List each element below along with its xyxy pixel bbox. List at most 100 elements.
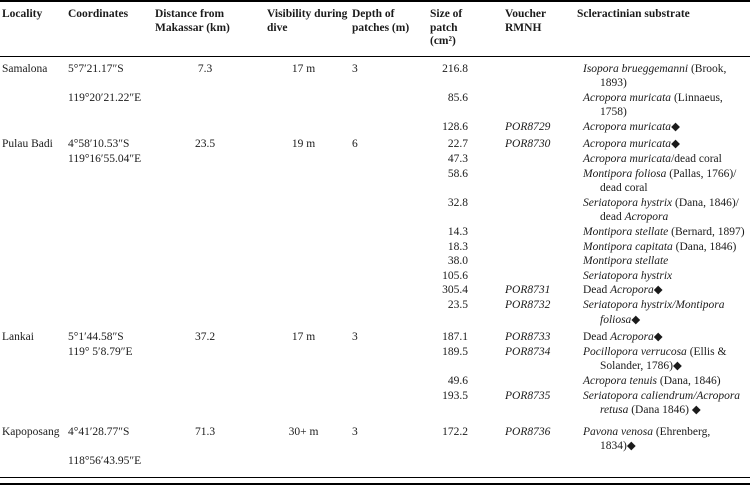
cell-visibility [255, 454, 352, 469]
authority-text: ◆ [653, 331, 663, 344]
cell-depth [352, 120, 430, 135]
cell-coordinates [68, 167, 155, 196]
cell-voucher: POR8734 [505, 345, 551, 358]
cell-depth [352, 298, 430, 327]
cell-voucher: POR8730 [505, 138, 551, 151]
cell-coordinates: 119°16′55.04″E [68, 153, 142, 166]
cell-locality [2, 269, 68, 284]
cell-coordinates [68, 389, 155, 418]
cell-depth [352, 167, 430, 196]
cell-visibility [255, 240, 352, 255]
cell-locality [2, 374, 68, 389]
authority-text: ◆ [631, 313, 641, 326]
cell-locality: Pulau Badi [2, 138, 53, 151]
authority-text: ◆ [671, 138, 680, 151]
cell-depth: 3 [352, 425, 358, 438]
table-row: 23.5 POR8732 Seriatopora hystrix/​Montipor… [0, 298, 750, 327]
cell-locality [2, 120, 68, 135]
cell-distance [155, 196, 255, 225]
species-name: Acropora muricata [583, 91, 672, 104]
cell-locality [2, 240, 68, 255]
cell-distance: 71.3 [194, 425, 216, 438]
cell-depth [352, 374, 430, 389]
cell-coordinates: 119°20′21.22″E [68, 91, 142, 104]
cell-locality [2, 167, 68, 196]
authority-text: ◆ [671, 120, 680, 133]
cell-distance [155, 389, 255, 418]
cell-substrate: Dead Acropora◆ [580, 283, 748, 298]
authority-text: Dead [583, 284, 611, 297]
table-row: 118°56′43.95″E [0, 454, 750, 469]
header-distance: Distance from Makassar (km) [155, 8, 230, 34]
cell-coordinates: 119° 5′8.79″E [68, 345, 133, 358]
species-name: Acropora [610, 284, 654, 297]
cell-distance [155, 345, 255, 374]
header-substrate: Scleractinian substrate [577, 8, 690, 20]
cell-visibility [255, 196, 352, 225]
cell-locality [2, 152, 68, 167]
cell-size: 22.7 [447, 138, 468, 151]
cell-coordinates [68, 225, 155, 240]
cell-locality [2, 225, 68, 240]
cell-locality [2, 345, 68, 374]
species-name: Acropora muricata [583, 138, 672, 151]
authority-text: (Dana, 1846)/​ dead [600, 196, 739, 224]
header-depth: Depth of patches (m) [352, 8, 410, 34]
cell-visibility: 30+ m [288, 425, 319, 438]
cell-coordinates: 5°1′44.58″S [68, 331, 124, 344]
cell-size: 105.6 [442, 269, 468, 282]
cell-substrate: Seriatopora hystrix (Dana, 1846)/​ dead … [580, 196, 748, 225]
cell-distance [155, 152, 255, 167]
cell-size: 49.6 [447, 374, 468, 387]
cell-substrate: Acropora muricata (Linnaeus, 1758) [580, 91, 748, 120]
cell-size: 128.6 [442, 120, 468, 133]
cell-distance: 23.5 [194, 138, 216, 151]
cell-substrate: Dead Acropora◆ [580, 330, 748, 345]
table-row: 38.0 Montipora stellate [0, 254, 750, 269]
cell-voucher: POR8736 [505, 425, 551, 438]
cell-visibility [255, 91, 352, 120]
cell-coordinates [68, 196, 155, 225]
cell-depth [352, 91, 430, 120]
species-name: Acropora tenuis [583, 374, 657, 387]
cell-size: 187.1 [442, 331, 468, 344]
cell-coordinates: 4°58′10.53″S [68, 138, 130, 151]
cell-distance [155, 240, 255, 255]
cell-visibility [255, 120, 352, 135]
table-row: 119° 5′8.79″E 189.5 POR8734 Pocillopora ver… [0, 345, 750, 374]
cell-depth [352, 345, 430, 374]
cell-substrate: Seriatopora hystrix/​Montipora foliosa◆ [580, 298, 748, 327]
authority-text: (Ehrenberg, 1834)◆ [600, 425, 711, 453]
cell-visibility [255, 167, 352, 196]
cell-visibility [255, 374, 352, 389]
cell-voucher: POR8731 [505, 284, 551, 297]
authority-text: (Dana, 1846) [657, 374, 721, 387]
authority-text: (Bernard, 1897) [668, 226, 745, 239]
cell-voucher: POR8735 [505, 389, 551, 402]
cell-distance [155, 298, 255, 327]
table-row: 119°20′21.22″E 85.6 Acropora muricata (Lin… [0, 91, 750, 120]
cell-substrate: Pocillopora verrucosa (Ellis & Solander,… [580, 345, 748, 374]
table-row: 128.6 POR8729 Acropora muricata◆ [0, 120, 750, 135]
authority-text: (Dana, 1846) [672, 240, 737, 253]
species-name: Montipora capitata [583, 240, 673, 253]
cell-substrate: Montipora foliosa (Pallas, 1766)/​ dead … [580, 167, 748, 196]
cell-substrate: Seriatopora hystrix [580, 269, 748, 284]
cell-coordinates [68, 374, 155, 389]
table-body: Samalona 5°7′21.17″S 7.3 17 m 3 216.8 Isopora … [0, 57, 750, 469]
species-name: Acropora [624, 211, 669, 224]
cell-size: 47.3 [447, 153, 468, 166]
cell-depth [352, 269, 430, 284]
cell-voucher [468, 91, 580, 120]
cell-locality [2, 283, 68, 298]
authority-text: ◆ [653, 284, 663, 297]
species-name: Montipora stellate [583, 226, 669, 239]
cell-depth [352, 283, 430, 298]
header-visibility: Visibility during dive [267, 8, 348, 34]
cell-size: 172.2 [442, 425, 468, 438]
cell-depth: 6 [352, 138, 358, 151]
authority-text: (Dana 1846) ◆ [628, 404, 701, 417]
cell-size: 305.4 [442, 284, 468, 297]
cell-coordinates: 118°56′43.95″E [68, 454, 142, 467]
